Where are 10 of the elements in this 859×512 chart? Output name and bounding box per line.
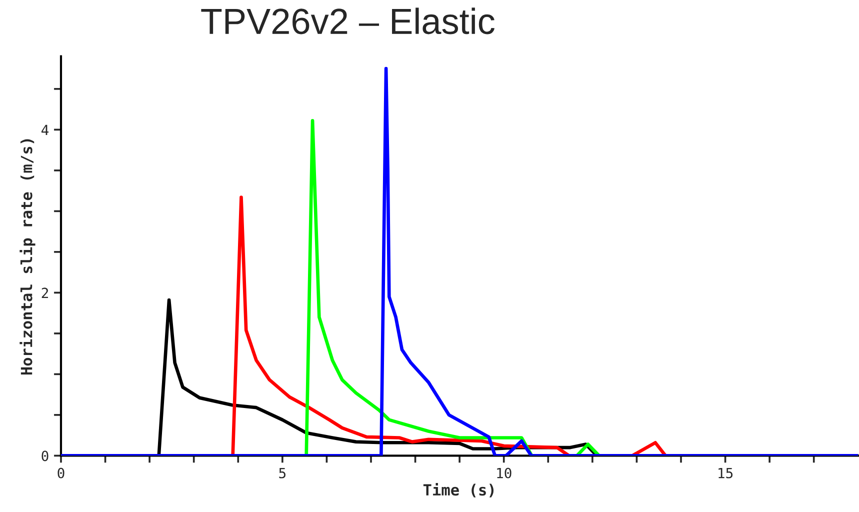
x-tick-label: 15 xyxy=(718,468,733,478)
y-axis-title: Horizontal slip rate (m/s) xyxy=(20,139,36,375)
x-tick-label: 0 xyxy=(58,468,64,478)
y-tick-label: 4 xyxy=(42,124,49,135)
y-tick-label: 2 xyxy=(42,288,48,298)
y-tick-label: 0 xyxy=(42,450,48,462)
x-tick-label: 10 xyxy=(497,468,512,478)
chart-title: TPV26v2 – Elastic xyxy=(201,8,494,34)
x-tick-label: 5 xyxy=(279,468,286,478)
x-axis-title: Time (s) xyxy=(423,482,494,498)
